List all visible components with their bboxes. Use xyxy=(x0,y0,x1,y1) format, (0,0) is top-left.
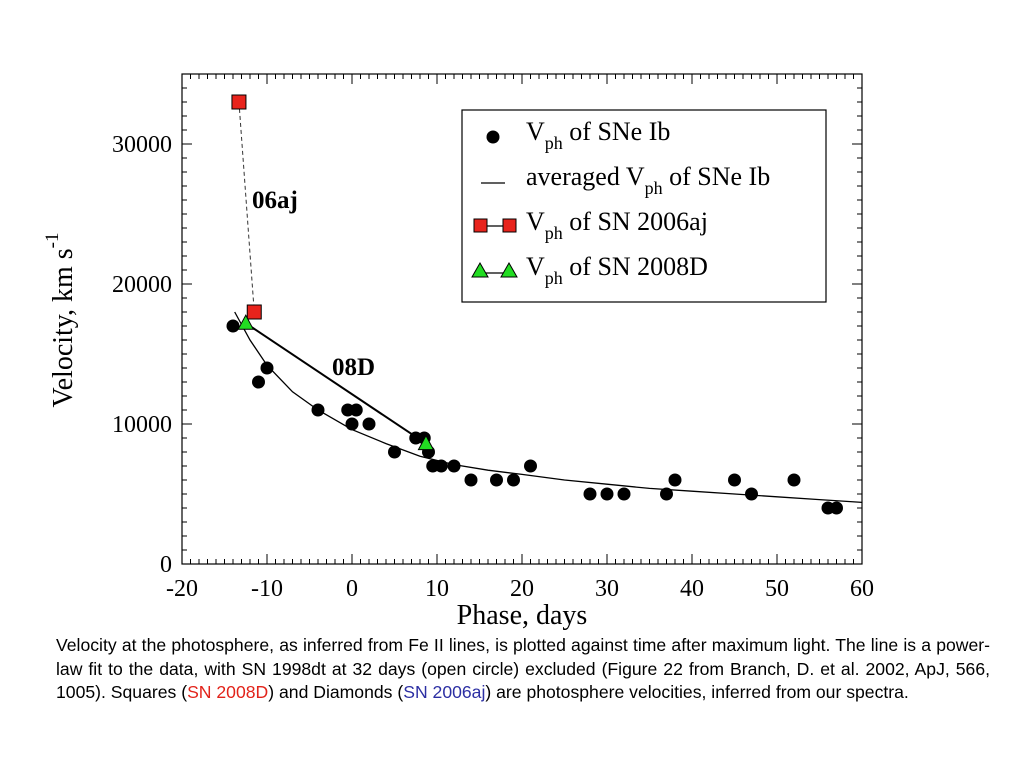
legend-square-icon xyxy=(502,218,517,233)
y-axis-label-sup: -1 xyxy=(42,233,63,249)
averaged-fit-line xyxy=(234,311,863,504)
legend-label: Vph of SNe Ib xyxy=(526,117,670,153)
y-tick-label: 20000 xyxy=(112,272,172,298)
x-tick-label: 30 xyxy=(595,576,619,602)
annotation-08d: 08D xyxy=(332,354,375,381)
sne-ib-point xyxy=(524,459,537,473)
legend-label-main: V xyxy=(526,117,545,146)
sne-ib-point xyxy=(226,319,240,333)
caption-text-after: ) are photosphere velocities, inferred f… xyxy=(485,682,909,703)
sne-ib-point xyxy=(345,417,359,431)
velocity-phase-chart: -20 -10 0 10 20 30 40 50 60 0 10000 20000 30000 Phase… xyxy=(42,73,874,630)
x-tick-label: -10 xyxy=(251,576,283,602)
legend-item: averaged Vph of SNe Ib xyxy=(481,162,770,198)
tick-marks xyxy=(181,73,863,565)
x-tick-label: -20 xyxy=(166,576,198,602)
sne-ib-point xyxy=(600,487,614,501)
sn2008d-point xyxy=(417,434,435,451)
sne-ib-point xyxy=(728,473,741,487)
sne-ib-point xyxy=(583,487,597,501)
x-tick-label: 10 xyxy=(425,576,449,602)
y-axis-label: Velocity, km s-1 xyxy=(42,233,79,408)
legend-label-main: averaged V xyxy=(526,162,645,191)
legend-item: Vph of SN 2006aj xyxy=(473,207,708,243)
sn2008d-point xyxy=(237,314,255,330)
legend-label-main: V xyxy=(526,252,545,281)
legend-label-sub: ph xyxy=(545,223,563,243)
sne-ib-point xyxy=(388,445,401,459)
plot-axes: -20 -10 0 10 20 30 40 50 60 0 10000 20000 30000 Phase… xyxy=(42,73,874,630)
legend-label: averaged Vph of SNe Ib xyxy=(526,162,770,198)
y-tick-label: 30000 xyxy=(112,132,172,158)
annotations: 06aj 08D xyxy=(252,187,375,381)
sne-ib-point xyxy=(260,361,274,375)
legend-label: Vph of SN 2006aj xyxy=(526,207,708,243)
sne-ib-point xyxy=(464,473,478,487)
sne-ib-point xyxy=(349,403,363,417)
legend-label-rest: of SN 2006aj xyxy=(563,207,708,236)
legend-box xyxy=(461,109,827,303)
x-axis-label: Phase, days xyxy=(457,600,588,630)
caption-link-sn2006aj[interactable]: SN 2006aj xyxy=(403,682,486,703)
sne-ib-point xyxy=(617,487,631,501)
legend-triangle-icon xyxy=(500,261,518,278)
x-tick-label: 20 xyxy=(510,576,534,602)
legend-item: Vph of SN 2008D xyxy=(471,252,708,288)
x-tick-label: 50 xyxy=(765,576,789,602)
sn2008d-connector xyxy=(245,322,427,445)
sne-ib-point xyxy=(311,403,325,417)
sne-ib-point xyxy=(507,473,520,487)
sne-ib-point xyxy=(362,417,376,431)
caption-text-middle: ) and Diamonds ( xyxy=(268,682,404,703)
legend-label-sub: ph xyxy=(545,268,563,288)
sn2006aj-point xyxy=(246,304,262,320)
sne-ib-point xyxy=(668,473,682,487)
legend-label-rest: of SNe Ib xyxy=(663,162,771,191)
x-tick-label: 0 xyxy=(346,576,358,602)
y-tick-label: 10000 xyxy=(112,412,172,438)
figure-caption: Velocity at the photosphere, as inferred… xyxy=(56,634,990,705)
annotation-06aj: 06aj xyxy=(252,187,298,214)
sne-ib-point xyxy=(447,459,461,473)
legend-circle-icon xyxy=(486,130,500,144)
x-tick-label: 40 xyxy=(680,576,704,602)
sne-ib-point xyxy=(490,473,503,487)
caption-link-sn2008d[interactable]: SN 2008D xyxy=(187,682,269,703)
sn2006aj-point xyxy=(231,94,247,110)
legend-label-sub: ph xyxy=(545,133,563,153)
x-tick-label: 60 xyxy=(850,576,874,602)
sne-ib-point xyxy=(745,487,758,501)
legend-label: Vph of SN 2008D xyxy=(526,252,708,288)
sne-ib-point xyxy=(252,375,265,389)
legend-label-rest: of SN 2008D xyxy=(563,252,708,281)
y-tick-label: 0 xyxy=(160,552,172,578)
sne-ib-point xyxy=(830,501,843,515)
sne-ib-point xyxy=(434,459,448,473)
sne-ib-point xyxy=(660,487,673,501)
sne-ib-point xyxy=(787,473,801,487)
legend-label-main: V xyxy=(526,207,545,236)
series-layer xyxy=(226,94,863,515)
legend-triangle-icon xyxy=(471,261,489,278)
legend-label-rest: of SNe Ib xyxy=(563,117,671,146)
legend-label-sub: ph xyxy=(645,178,663,198)
legend-item: Vph of SNe Ib xyxy=(486,117,670,153)
sn2006aj-connector xyxy=(238,101,255,313)
y-axis-label-main: Velocity, km s xyxy=(48,248,79,407)
caption-text-before: Velocity at the photosphere, as inferred… xyxy=(56,635,990,703)
legend-square-icon xyxy=(473,218,488,233)
